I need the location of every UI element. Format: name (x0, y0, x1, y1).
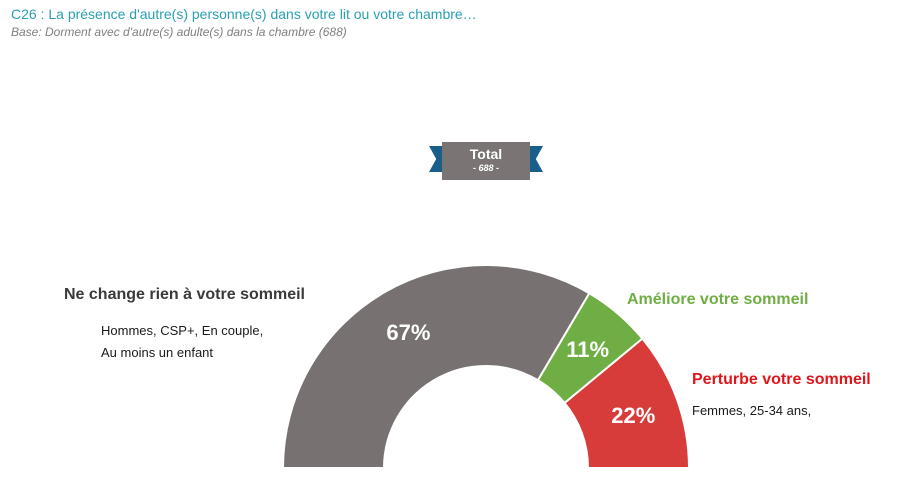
badge-label: Total (469, 146, 503, 162)
ribbon-right-icon (527, 146, 543, 172)
chart-title: C26 : La présence d'autre(s) personne(s)… (11, 6, 477, 22)
category-label-no-change: Ne change rien à votre sommeil (64, 286, 305, 303)
description-line: Hommes, CSP+, En couple, (101, 323, 264, 338)
description-line: Au moins un enfant (101, 345, 214, 360)
value-label-no-change: 67% (386, 320, 430, 345)
category-desc-no-change: Hommes, CSP+, En couple, Au moins un enfa… (101, 320, 263, 364)
value-label-improves: 11% (566, 337, 609, 362)
badge-box: Total - 688 - (442, 142, 530, 180)
slice-disturbs (563, 337, 691, 469)
value-label-disturbs: 22% (611, 403, 655, 428)
total-badge: Total - 688 - (429, 142, 543, 180)
ribbon-left-icon (429, 146, 445, 172)
badge-count: - 688 - (472, 163, 499, 173)
slice-no-change (281, 264, 591, 469)
category-label-disturbs: Perturbe votre sommeil (692, 371, 871, 388)
category-label-improves: Améliore votre sommeil (627, 291, 809, 308)
chart-subtitle: Base: Dorment avec d'autre(s) adulte(s) … (11, 25, 347, 39)
description-line: Femmes, 25-34 ans, (692, 403, 812, 418)
category-desc-disturbs: Femmes, 25-34 ans, (692, 400, 811, 422)
